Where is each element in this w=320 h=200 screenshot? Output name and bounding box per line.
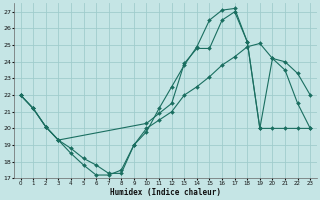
X-axis label: Humidex (Indice chaleur): Humidex (Indice chaleur) (110, 188, 221, 197)
